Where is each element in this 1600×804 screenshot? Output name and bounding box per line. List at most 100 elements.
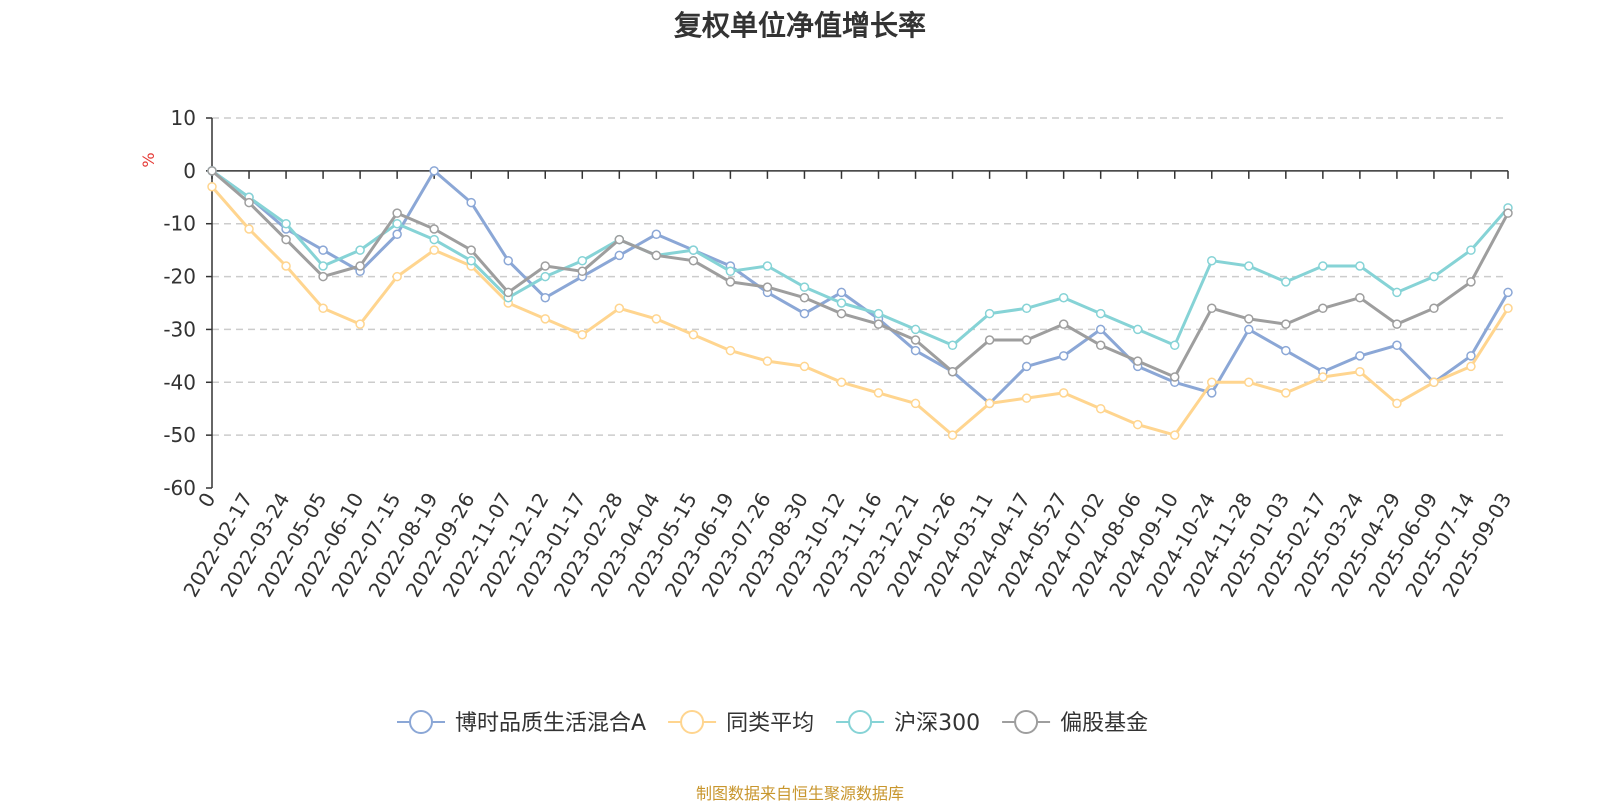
data-point (1132, 419, 1143, 430)
data-point (540, 271, 551, 282)
data-point (762, 282, 773, 292)
data-point (651, 314, 662, 324)
data-point (429, 245, 439, 255)
data-point (836, 287, 847, 298)
y-tick-label: -60 (163, 476, 196, 500)
data-point (799, 361, 810, 372)
data-point (910, 335, 921, 345)
data-point (614, 303, 625, 314)
data-point (614, 250, 625, 261)
data-point (466, 255, 476, 266)
data-point (1466, 277, 1476, 287)
data-point (1021, 361, 1032, 372)
data-point (355, 319, 365, 329)
legend: 博时品质生活混合A 同类平均 沪深300 偏股基金 (397, 710, 1148, 736)
data-point (503, 255, 513, 266)
data-point (1392, 319, 1402, 329)
data-point (1207, 255, 1217, 266)
data-point (1244, 324, 1254, 335)
series-line (211, 169, 1510, 405)
data-point (1466, 361, 1476, 372)
data-point (1021, 393, 1032, 403)
data-point (1503, 303, 1513, 314)
series-line (210, 185, 1510, 437)
axes: 100-10-20-30-40-50-60%02022-02-172022-03… (139, 106, 1516, 601)
data-point (1207, 388, 1217, 398)
data-point (873, 388, 884, 398)
chart-title: 复权单位净值增长率 (673, 9, 926, 42)
data-point (1466, 351, 1476, 361)
series-lines (207, 166, 1513, 440)
data-point (725, 345, 736, 356)
data-point (1392, 340, 1402, 351)
data-point (1244, 314, 1254, 324)
data-point (910, 324, 921, 335)
data-point (1095, 308, 1106, 319)
y-tick-label: -50 (163, 423, 196, 447)
data-point (725, 266, 736, 277)
data-point (1355, 292, 1365, 303)
data-point (1392, 287, 1402, 298)
y-tick-label: -20 (163, 265, 196, 289)
data-point (1132, 324, 1143, 335)
data-point (910, 398, 921, 409)
y-tick-label: 0 (183, 159, 196, 183)
data-point (1466, 245, 1476, 255)
source-note: 制图数据来自恒生聚源数据库 (695, 784, 904, 803)
series-line (211, 169, 1510, 379)
series-line (211, 169, 1510, 347)
data-point (1281, 345, 1291, 356)
data-point (207, 181, 217, 192)
data-point (1318, 303, 1328, 314)
data-point (910, 345, 921, 356)
y-tick-label: -30 (163, 317, 196, 341)
data-point (1429, 377, 1439, 388)
data-point (466, 197, 476, 208)
data-point (244, 224, 254, 234)
data-point (392, 229, 402, 240)
data-point (577, 329, 588, 340)
legend-label: 同类平均 (726, 711, 814, 736)
data-point (688, 255, 699, 266)
legend-label: 偏股基金 (1060, 711, 1148, 736)
data-point (1281, 319, 1291, 329)
y-tick-label: -10 (163, 212, 196, 236)
data-point (947, 430, 958, 440)
data-point (984, 398, 995, 409)
data-point (836, 298, 847, 308)
legend-label: 沪深300 (894, 711, 980, 736)
data-point (873, 308, 884, 319)
data-point (1169, 340, 1180, 351)
data-point (873, 319, 884, 329)
x-tick-label: 0 (193, 489, 220, 512)
data-point (392, 271, 402, 282)
data-point (1058, 351, 1069, 361)
legend-marker (1014, 710, 1039, 734)
legend-marker (680, 710, 705, 734)
data-point (429, 234, 439, 245)
data-point (651, 250, 662, 261)
legend-label: 博时品质生活混合A (455, 711, 646, 736)
data-point (836, 308, 847, 319)
data-point (1207, 377, 1217, 388)
data-point (318, 261, 328, 271)
data-point (1318, 261, 1328, 271)
data-point (281, 218, 291, 229)
data-point (392, 218, 402, 229)
data-point (1503, 287, 1513, 298)
data-point (1503, 208, 1513, 218)
data-point (244, 197, 254, 208)
data-point (947, 366, 958, 377)
y-tick-label: -40 (163, 370, 196, 394)
data-point (984, 335, 995, 345)
data-point (281, 234, 291, 245)
data-point (836, 377, 847, 388)
data-point (1169, 372, 1180, 382)
data-point (1021, 335, 1032, 345)
data-point (1207, 303, 1217, 314)
data-point (577, 255, 588, 266)
data-point (1392, 398, 1402, 409)
data-point (1058, 388, 1069, 398)
data-point (1281, 277, 1291, 287)
grid-lines (212, 117, 1508, 436)
